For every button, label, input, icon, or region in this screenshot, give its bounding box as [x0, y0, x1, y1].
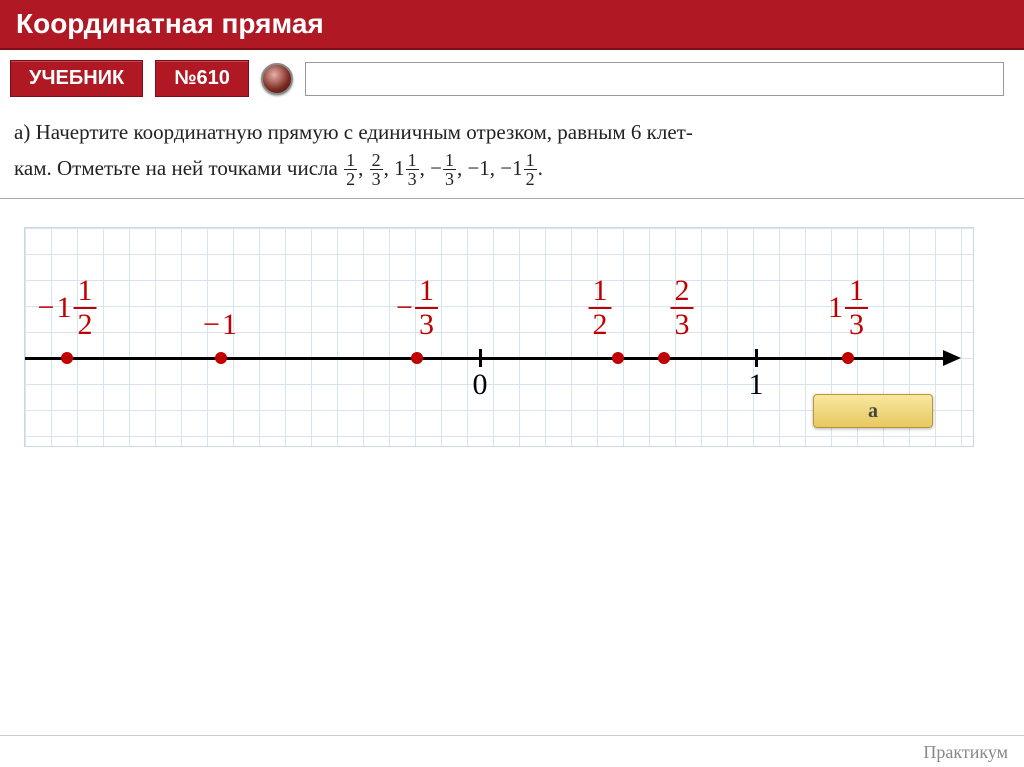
- toolbar: УЧЕБНИК №610: [0, 50, 1024, 107]
- problem-line2a: кам. Отметьте на ней точками числа: [14, 156, 343, 180]
- axis-label-1: 1: [749, 368, 764, 402]
- tick-0: [479, 349, 482, 367]
- textbook-label: УЧЕБНИК: [29, 67, 124, 89]
- point-pos-2-3: [658, 352, 670, 364]
- textbook-button[interactable]: УЧЕБНИК: [10, 60, 143, 97]
- point-label-pos-1-1-3: 113: [828, 275, 868, 340]
- axis-line: [25, 357, 945, 360]
- point-label-neg-1: −1: [203, 307, 239, 341]
- axis-label-0: 0: [473, 368, 488, 402]
- answer-input[interactable]: [305, 62, 1004, 96]
- point-pos-1-2: [612, 352, 624, 364]
- point-label-neg-1-3: −13: [396, 275, 438, 340]
- fraction-1-1-3: 13: [406, 151, 419, 188]
- problem-line1: а) Начертите координатную прямую с едини…: [14, 120, 693, 144]
- point-neg-1-1-2: [61, 352, 73, 364]
- variant-a-button[interactable]: а: [813, 394, 933, 428]
- record-icon[interactable]: [261, 63, 293, 95]
- fraction-neg-1-3: 13: [443, 151, 456, 188]
- point-label-neg-1-1-2: −112: [38, 275, 97, 340]
- point-pos-1-1-3: [842, 352, 854, 364]
- diagram-container: 0 1 −112 −1 −13 12 23 113 а: [0, 199, 1024, 475]
- arrow-icon: [943, 350, 961, 366]
- problem-line2b: .: [538, 156, 543, 180]
- fraction-1-2: 12: [344, 151, 357, 188]
- problem-number-label: №610: [174, 67, 230, 89]
- title-text: Координатная прямая: [16, 8, 324, 39]
- point-label-pos-1-2: 12: [589, 275, 612, 340]
- page-title: Координатная прямая: [0, 0, 1024, 50]
- tick-1: [755, 349, 758, 367]
- point-neg-1-3: [411, 352, 423, 364]
- problem-statement: а) Начертите координатную прямую с едини…: [0, 107, 1024, 199]
- fraction-neg-1-1-2: 12: [524, 151, 537, 188]
- point-neg-1: [215, 352, 227, 364]
- footer: Практикум: [0, 735, 1024, 767]
- number-line-grid: 0 1 −112 −1 −13 12 23 113 а: [24, 227, 974, 447]
- fraction-2-3: 23: [370, 151, 383, 188]
- footer-label: Практикум: [923, 742, 1008, 762]
- problem-number-button[interactable]: №610: [155, 60, 249, 97]
- point-label-pos-2-3: 23: [671, 275, 694, 340]
